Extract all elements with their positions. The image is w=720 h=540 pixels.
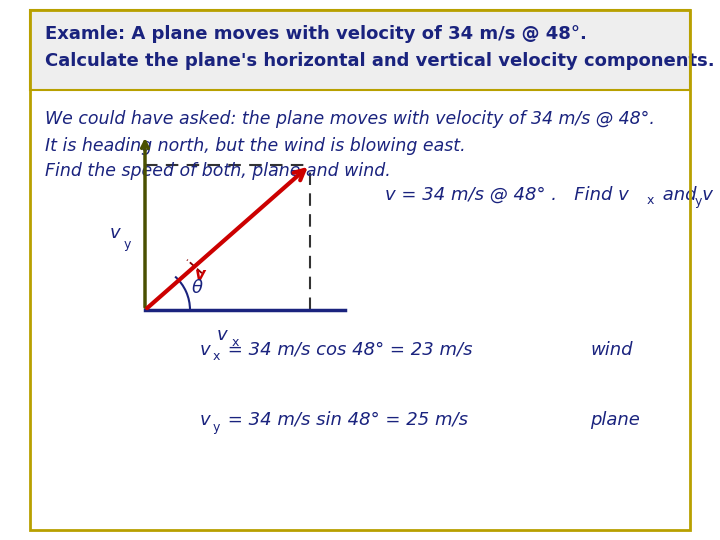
Text: wind: wind (590, 341, 632, 359)
Text: x: x (232, 335, 239, 348)
Text: y: y (123, 238, 131, 251)
Text: v: v (109, 224, 120, 241)
Text: v: v (195, 266, 206, 284)
Text: y: y (213, 421, 220, 434)
Text: v: v (200, 411, 211, 429)
Text: x: x (647, 194, 654, 207)
Text: Calculate the plane's horizontal and vertical velocity components.: Calculate the plane's horizontal and ver… (45, 52, 715, 70)
Text: Find the speed of both, plane and wind.: Find the speed of both, plane and wind. (45, 162, 391, 180)
Text: = 34 m/s sin 48° = 25 m/s: = 34 m/s sin 48° = 25 m/s (222, 411, 468, 429)
Text: v: v (217, 326, 228, 344)
Text: Examle: A plane moves with velocity of 34 m/s @ 48°.: Examle: A plane moves with velocity of 3… (45, 25, 587, 43)
Text: v = 34 m/s @ 48° .   Find v: v = 34 m/s @ 48° . Find v (385, 186, 629, 204)
Text: v: v (200, 341, 211, 359)
Text: plane: plane (590, 411, 640, 429)
Text: We could have asked: the plane moves with velocity of 34 m/s @ 48°.: We could have asked: the plane moves wit… (45, 110, 655, 128)
Bar (30, 10, 690, 90)
Text: It is heading north, but the wind is blowing east.: It is heading north, but the wind is blo… (45, 137, 466, 155)
Text: y: y (695, 194, 703, 207)
Text: = 34 m/s cos 48° = 23 m/s: = 34 m/s cos 48° = 23 m/s (222, 341, 472, 359)
Text: x: x (213, 350, 220, 363)
Text: and v: and v (657, 186, 713, 204)
Text: θ: θ (192, 279, 202, 297)
